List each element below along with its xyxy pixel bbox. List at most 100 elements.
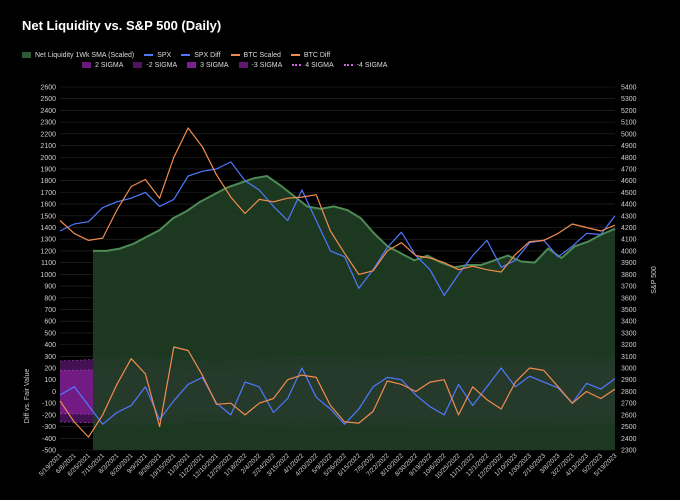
right-tick-label: 3700 [621,284,637,291]
legend-dotted-line [343,64,353,66]
right-tick-label: 3200 [621,342,637,349]
right-tick-label: 4000 [621,248,637,255]
right-tick-label: 2900 [621,377,637,384]
legend: Net Liquidity 1Wk SMA (Scaled) SPX SPX D… [22,50,662,70]
series-btc-diff [59,346,616,438]
left-tick-label: 2300 [40,120,56,127]
legend-dotted-line [292,64,302,66]
legend-line [144,54,154,56]
legend-item-btc-scaled[interactable]: BTC Scaled [230,52,281,59]
right-tick-label: 4200 [621,225,637,232]
left-tick-label: 900 [44,284,56,291]
left-tick-label: -200 [42,412,56,419]
left-tick-label: 2600 [40,85,56,92]
left-tick-label: 1400 [40,225,56,232]
legend-line [290,54,300,56]
left-tick-label: 200 [44,366,56,373]
right-tick-label: 2400 [621,436,637,443]
legend-item-spx-diff[interactable]: SPX Diff [181,52,221,59]
right-tick-label: 3600 [621,295,637,302]
left-tick-label: 2000 [40,155,56,162]
left-tick-label: 1700 [40,190,56,197]
left-axis-ticks: -500 -400 -300 -200 -100 0 100 200 300 400 500 600 7… [40,85,56,455]
left-tick-label: -500 [42,448,56,455]
left-tick-label: -300 [42,424,56,431]
right-tick-label: 4600 [621,178,637,185]
right-tick-label: 3800 [621,272,637,279]
right-tick-label: 3500 [621,307,637,314]
right-tick-label: 2300 [621,448,637,455]
left-tick-label: 300 [44,354,56,361]
left-tick-label: -400 [42,436,56,443]
x-axis-ticks: 5/19/20216/8/20216/25/20217/15/20218/3/2… [38,452,619,480]
left-tick-label: 1500 [40,213,56,220]
right-tick-label: 4800 [621,155,637,162]
left-tick-label: 0 [52,389,56,396]
left-tick-label: 500 [44,330,56,337]
legend-item-3-sigma[interactable]: 3 SIGMA [187,62,229,69]
legend-swatch [22,52,31,58]
left-tick-label: 600 [44,319,56,326]
right-tick-label: 2700 [621,401,637,408]
left-tick-label: 100 [44,377,56,384]
legend-item-net-liquidity[interactable]: Net Liquidity 1Wk SMA (Scaled) [22,52,134,59]
left-tick-label: 1200 [40,248,56,255]
right-tick-label: 5200 [621,108,637,115]
right-tick-label: 5100 [621,120,637,127]
legend-row-1: Net Liquidity 1Wk SMA (Scaled) SPX SPX D… [22,50,662,60]
right-tick-label: 4100 [621,237,637,244]
left-tick-label: 2200 [40,131,56,138]
right-axis-ticks: 2300 2400 2500 2600 2700 2800 2900 3000 3100 3200… [621,85,637,455]
left-tick-label: 700 [44,307,56,314]
legend-item-2-sigma[interactable]: 2 SIGMA [82,62,123,69]
right-axis-label: S&P 500 [651,266,658,294]
left-tick-label: 2500 [40,96,56,103]
left-axis-label: Diff vs. Fair Value [24,369,31,424]
series-spx [59,161,616,296]
right-tick-label: 5400 [621,85,637,92]
left-tick-label: 1600 [40,202,56,209]
legend-swatch [82,62,91,68]
left-tick-label: 1300 [40,237,56,244]
left-tick-label: 800 [44,295,56,302]
legend-row-2: 2 SIGMA -2 SIGMA 3 SIGMA -3 SIGMA 4 SIGM… [22,60,662,70]
legend-swatch [238,62,248,68]
legend-item-neg-3-sigma[interactable]: -3 SIGMA [238,62,282,69]
net-liquidity-area [93,174,616,450]
right-tick-label: 5300 [621,96,637,103]
legend-item-4-sigma[interactable]: 4 SIGMA [292,62,334,69]
series-spx-diff [59,367,616,425]
legend-swatch [133,62,143,68]
legend-item-btc-diff[interactable]: BTC Diff [290,52,330,59]
right-tick-label: 4400 [621,202,637,209]
series-btc-scaled [59,127,616,275]
right-tick-label: 3000 [621,366,637,373]
legend-item-spx[interactable]: SPX [144,52,171,59]
left-tick-label: 1800 [40,178,56,185]
right-tick-label: 5000 [621,131,637,138]
left-tick-label: 400 [44,342,56,349]
left-tick-label: -100 [42,401,56,408]
right-tick-label: 4900 [621,143,637,150]
legend-swatch [187,62,197,68]
legend-line [181,54,191,56]
legend-item-neg-4-sigma[interactable]: -4 SIGMA [343,62,387,69]
net-liquidity-fill [93,176,615,450]
left-tick-label: 1900 [40,166,56,173]
net-liquidity-line [93,174,616,269]
right-tick-label: 2500 [621,424,637,431]
right-tick-label: 3100 [621,354,637,361]
right-tick-label: 3900 [621,260,637,267]
left-tick-label: 1000 [40,272,56,279]
left-tick-label: 2100 [40,143,56,150]
legend-item-neg-2-sigma[interactable]: -2 SIGMA [133,62,177,69]
series-lines [59,127,616,438]
right-tick-label: 4300 [621,213,637,220]
legend-line [230,54,240,56]
right-tick-label: 4500 [621,190,637,197]
right-tick-label: 4700 [621,166,637,173]
right-tick-label: 3400 [621,319,637,326]
left-tick-label: 1100 [41,260,56,267]
right-tick-label: 2600 [621,412,637,419]
